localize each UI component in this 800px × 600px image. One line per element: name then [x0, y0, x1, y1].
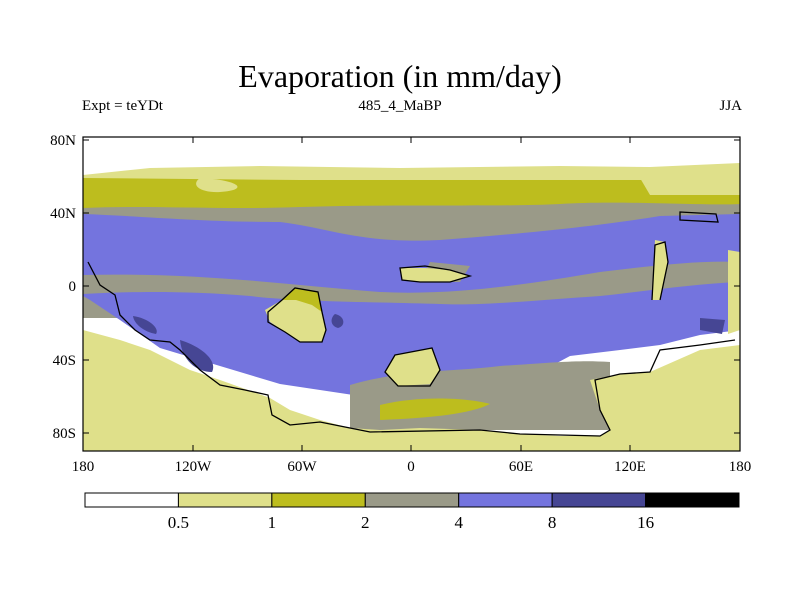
- season-label: JJA: [719, 98, 742, 114]
- lat-tick-label: 0: [69, 279, 77, 295]
- field-patch-north-light: [196, 178, 238, 193]
- colorbar-level-label: 0.5: [168, 513, 189, 532]
- colorbar-swatch: [645, 492, 740, 508]
- landmass-antarctica: [83, 330, 740, 451]
- lat-tick-label: 80N: [50, 133, 76, 149]
- coastline-northeast: [679, 211, 719, 223]
- lon-tick-label: 180: [72, 459, 95, 475]
- colorbar-level-label: 16: [637, 513, 654, 532]
- field-band-equatorial-grey: [83, 261, 740, 305]
- lon-tick-label: 120E: [614, 459, 646, 475]
- lon-tick-label: 0: [407, 459, 415, 475]
- field-blob-central: [331, 314, 344, 328]
- field-ocean-blue: [83, 214, 740, 396]
- lon-tick-label: 60E: [509, 459, 533, 475]
- coastline-central-north: [399, 265, 473, 283]
- colorbar: 0.5 1 2 4 8 16: [84, 492, 740, 532]
- field-blob-south-atlantic: [180, 340, 214, 372]
- landmass-west-edge: [282, 288, 322, 312]
- lon-tick-label: 120W: [175, 459, 213, 475]
- lon-tick-label: 180: [729, 459, 752, 475]
- colorbar-level-label: 8: [548, 513, 557, 532]
- colorbar-level-label: 1: [268, 513, 277, 532]
- landmass-central-south: [385, 348, 440, 386]
- map-title: Evaporation (in mm/day): [238, 58, 562, 94]
- landmass-east-edge: [728, 250, 740, 334]
- field-blob-indian-east: [700, 318, 725, 334]
- colorbar-swatch: [177, 492, 273, 508]
- field-blob-south-pacific: [133, 316, 157, 334]
- period-label: 485_4_MaBP: [358, 98, 442, 114]
- coastline-central-south: [384, 347, 441, 387]
- colorbar-swatch: [551, 492, 647, 508]
- lat-tick-label: 40S: [53, 353, 76, 369]
- colorbar-level-label: 4: [454, 513, 463, 532]
- colorbar-swatch: [364, 492, 460, 508]
- lat-tick-label: 40N: [50, 206, 76, 222]
- field-patch-southern-olive: [380, 398, 490, 420]
- longitude-axis: 180 120W 60W 0 60E 120E 180: [72, 137, 752, 475]
- coastlines: [87, 211, 736, 437]
- lat-tick-label: 80S: [53, 426, 76, 442]
- coastline-south: [87, 261, 736, 437]
- coastline-east: [651, 241, 669, 301]
- landmass-central-north: [400, 268, 470, 282]
- colorbar-swatch: [84, 492, 179, 508]
- experiment-label: Expt = teYDt: [82, 98, 163, 114]
- coastline-west: [267, 287, 327, 343]
- latitude-axis: 80N 40N 0 40S 80S: [50, 133, 740, 442]
- field-patch-northeast-light: [640, 178, 740, 195]
- colorbar-swatch: [271, 492, 366, 508]
- landmass-east-column: [652, 240, 668, 300]
- map-field: [83, 137, 740, 451]
- colorbar-swatch: [458, 492, 553, 508]
- lon-tick-label: 60W: [287, 459, 317, 475]
- colorbar-level-label: 2: [361, 513, 370, 532]
